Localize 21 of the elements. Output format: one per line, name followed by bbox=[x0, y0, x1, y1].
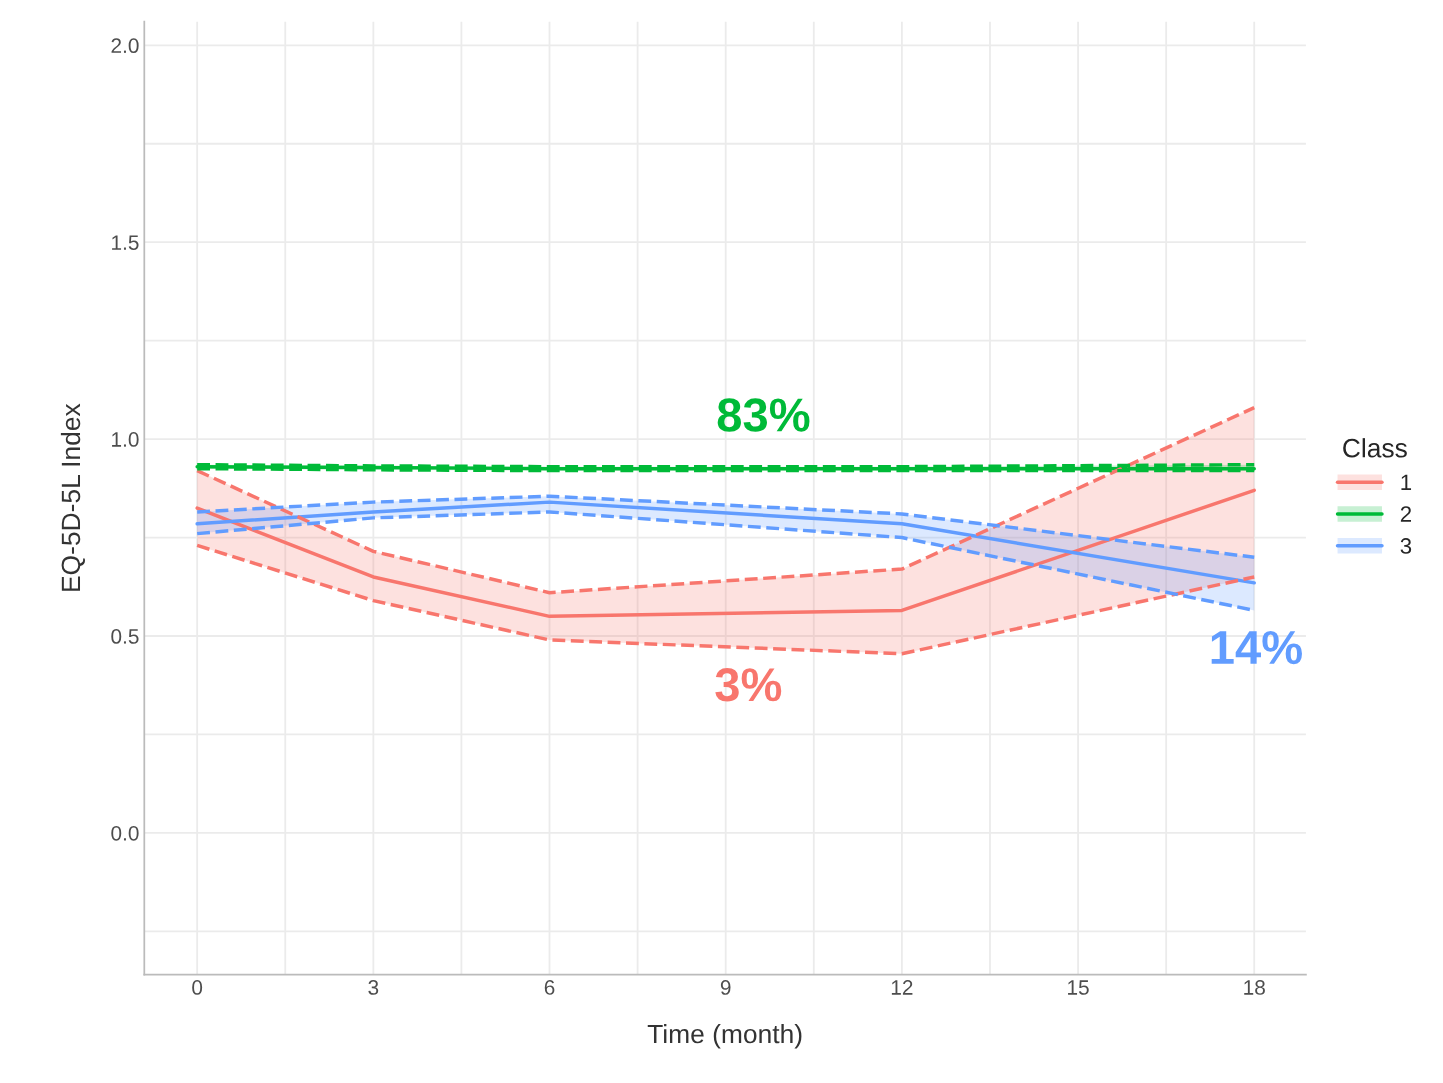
legend-title: Class bbox=[1343, 438, 1407, 458]
legend-label: 3 bbox=[1400, 538, 1412, 554]
y-axis-title: EQ-5D-5L Index bbox=[60, 403, 85, 591]
legend-label: 1 bbox=[1401, 474, 1412, 490]
x-tick-label: 9 bbox=[720, 980, 731, 995]
x-tick-label: 15 bbox=[1068, 980, 1089, 995]
y-tick-label: 1.5 bbox=[112, 235, 139, 250]
annotation: 3% bbox=[715, 668, 782, 702]
annotation: 14% bbox=[1211, 630, 1302, 665]
y-tick-label: 1.0 bbox=[112, 432, 139, 447]
legend-label: 2 bbox=[1400, 506, 1411, 522]
x-axis-title: Time (month) bbox=[647, 1023, 802, 1049]
x-tick-label: 6 bbox=[544, 980, 555, 995]
x-tick-label: 18 bbox=[1244, 980, 1265, 995]
y-tick-label: 0.0 bbox=[111, 825, 139, 841]
annotation: 83% bbox=[717, 398, 810, 432]
x-tick-label: 12 bbox=[891, 980, 913, 995]
x-tick-label: 3 bbox=[368, 980, 379, 995]
y-tick-label: 0.5 bbox=[111, 629, 139, 644]
x-tick-label: 0 bbox=[192, 980, 203, 995]
y-tick-label: 2.0 bbox=[111, 38, 139, 54]
